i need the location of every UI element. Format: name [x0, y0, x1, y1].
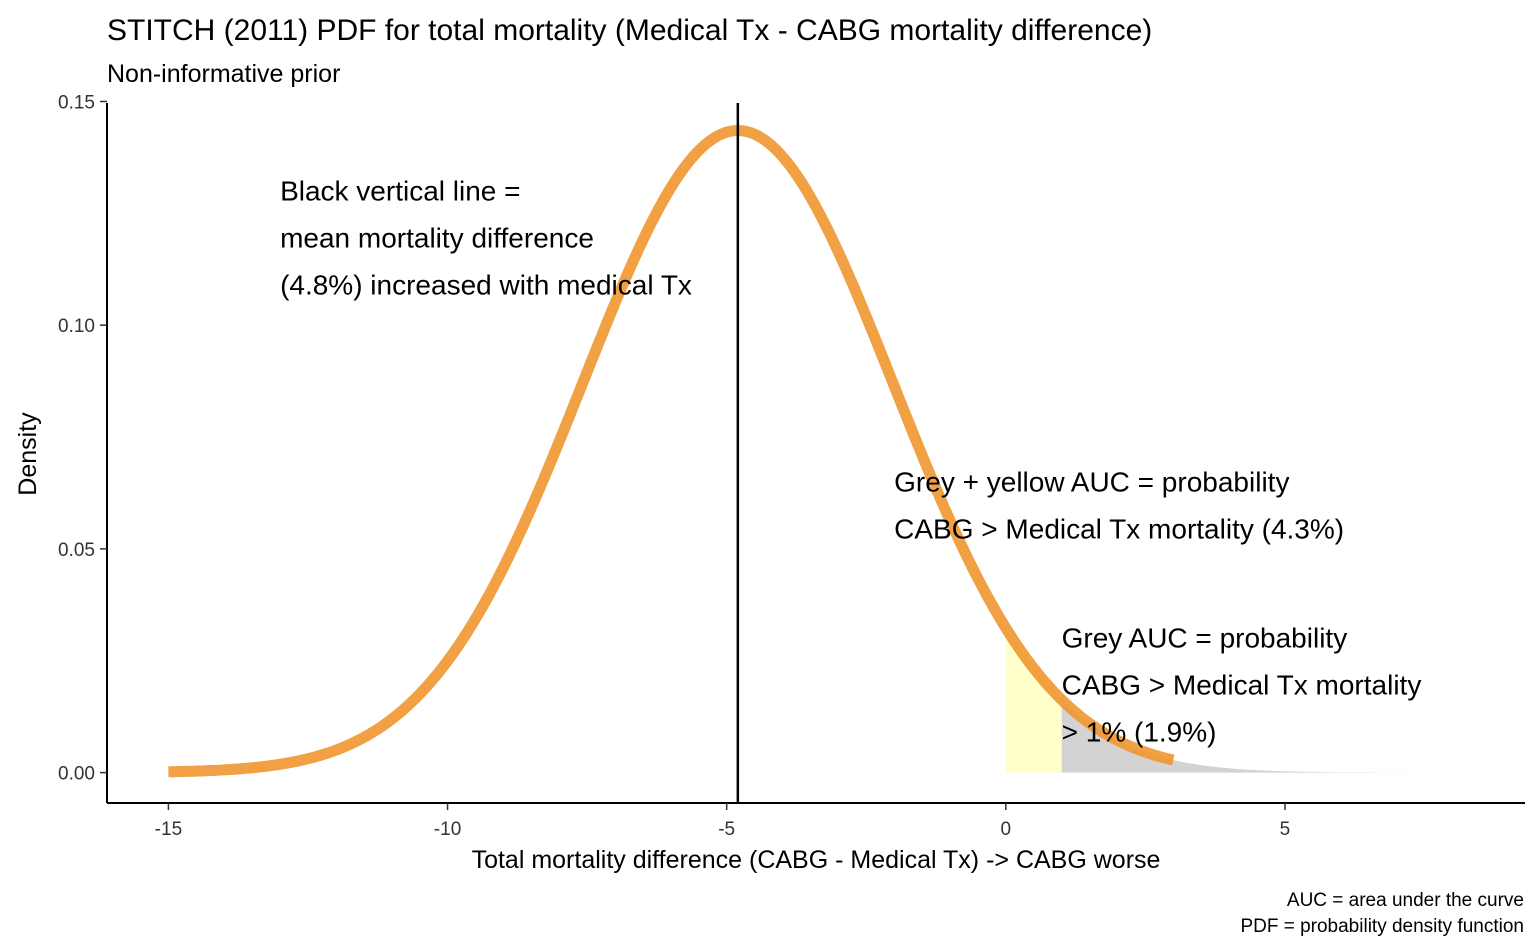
- x-tick-label: 5: [1280, 819, 1291, 840]
- y-tick-label: 0.05: [58, 540, 95, 561]
- annotation-line: > 1% (1.9%): [1062, 716, 1217, 747]
- x-tick-label: 0: [1001, 819, 1012, 840]
- annotation-line: Grey + yellow AUC = probability: [894, 466, 1289, 497]
- annotation-line: (4.8%) increased with medical Tx: [280, 270, 692, 301]
- annotation-line: Grey AUC = probability: [1062, 622, 1348, 653]
- chart-title: STITCH (2011) PDF for total mortality (M…: [107, 14, 1152, 47]
- annotation-3: Grey AUC = probability CABG > Medical Tx …: [1062, 622, 1422, 747]
- plot-area: [165, 103, 1408, 803]
- annotations: Black vertical line = mean mortality diff…: [280, 176, 1421, 748]
- x-tick-label: -15: [155, 819, 182, 840]
- annotation-line: mean mortality difference: [280, 223, 594, 254]
- x-tick-label: -5: [718, 819, 735, 840]
- yellow-auc-area: [1005, 627, 1062, 773]
- y-tick-label: 0.00: [58, 764, 95, 785]
- annotation-line: Black vertical line =: [280, 176, 520, 207]
- annotation-1: Black vertical line = mean mortality diff…: [280, 176, 692, 301]
- y-tick-label: 0.10: [58, 316, 95, 337]
- y-tick-label: 0.15: [58, 92, 95, 113]
- annotation-2: Grey + yellow AUC = probability CABG > Me…: [894, 466, 1344, 544]
- x-axis: -15 -10 -5 0 5: [107, 802, 1525, 840]
- chart-subtitle: Non-informative prior: [107, 60, 340, 88]
- caption-line-1: AUC = area under the curve: [1287, 890, 1524, 911]
- caption-line-2: PDF = probability density function: [1240, 916, 1524, 937]
- annotation-line: CABG > Medical Tx mortality (4.3%): [894, 513, 1344, 544]
- x-tick-label: -10: [434, 819, 461, 840]
- pdf-curve: [165, 125, 1177, 778]
- annotation-line: CABG > Medical Tx mortality: [1062, 669, 1422, 700]
- x-axis-title: Total mortality difference (CABG - Medic…: [472, 846, 1161, 874]
- y-axis-title: Density: [14, 412, 42, 496]
- y-axis: 0.00 0.05 0.10 0.15: [58, 92, 108, 803]
